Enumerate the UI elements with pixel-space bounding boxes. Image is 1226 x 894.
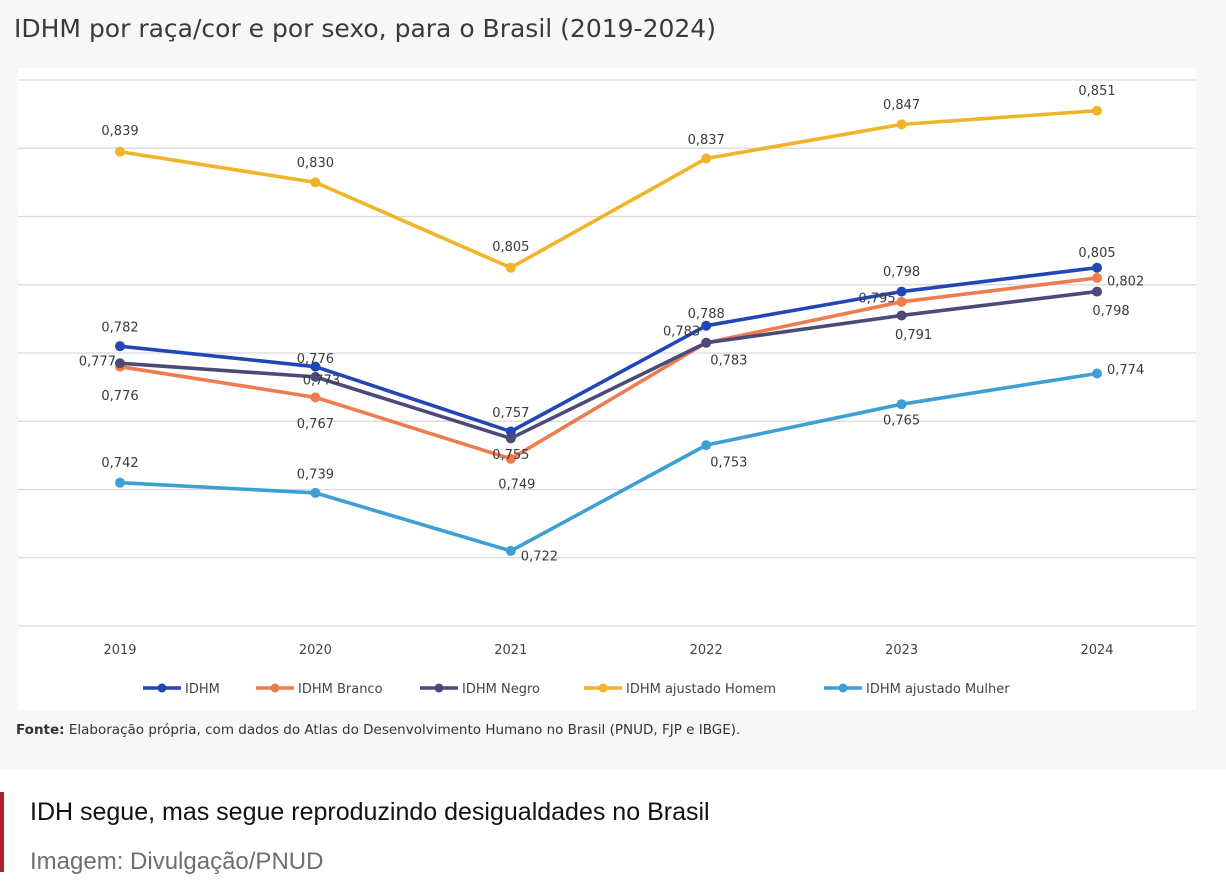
- data-label: 0,802: [1107, 274, 1144, 289]
- legend-swatch-marker: [598, 683, 608, 693]
- x-tick-label: 2021: [494, 643, 527, 658]
- data-label: 0,839: [101, 124, 138, 139]
- x-tick-label: 2019: [103, 643, 136, 658]
- data-label: 0,798: [883, 265, 920, 280]
- source-note: Fonte: Elaboração própria, com dados do …: [16, 722, 740, 738]
- data-point: [896, 399, 907, 410]
- data-point: [115, 341, 125, 352]
- data-label: 0,739: [297, 467, 334, 482]
- series-line: [118, 289, 1099, 441]
- data-label: 0,753: [710, 456, 747, 471]
- data-label: 0,767: [297, 417, 334, 432]
- data-label: 0,742: [101, 456, 138, 471]
- data-label: 0,805: [492, 240, 529, 255]
- data-point: [1092, 368, 1102, 379]
- chart-panel: IDHM por raça/cor e por sexo, para o Bra…: [14, 14, 1196, 738]
- data-point: [115, 358, 125, 369]
- data-label: 0,722: [521, 549, 558, 564]
- data-point: [896, 286, 907, 297]
- legend-swatch-marker: [270, 683, 280, 693]
- chart-title: IDHM por raça/cor e por sexo, para o Bra…: [14, 14, 716, 43]
- data-point: [896, 119, 907, 130]
- data-point: [896, 296, 907, 307]
- x-tick-label: 2020: [299, 643, 332, 658]
- data-label: 0,795: [858, 291, 895, 306]
- series-line: [118, 371, 1099, 553]
- data-point: [1092, 286, 1102, 297]
- data-label: 0,765: [883, 414, 920, 429]
- data-point: [310, 177, 321, 188]
- data-label: 0,837: [688, 133, 725, 148]
- data-label: 0,777: [79, 355, 116, 370]
- data-point: [1092, 262, 1102, 273]
- data-point: [505, 433, 516, 444]
- data-point: [505, 453, 516, 464]
- data-label: 0,782: [101, 321, 138, 336]
- x-tick-label: 2022: [690, 643, 723, 658]
- data-label: 0,788: [688, 307, 725, 322]
- legend-label: IDHM Negro: [462, 682, 540, 697]
- data-label: 0,755: [492, 448, 529, 463]
- image-caption: IDH segue, mas segue reproduzindo desigu…: [30, 798, 710, 826]
- legend-label: IDHM: [185, 682, 220, 697]
- data-label: 0,805: [1078, 246, 1115, 261]
- data-label: 0,776: [101, 389, 138, 404]
- data-point: [701, 153, 712, 164]
- data-label: 0,851: [1078, 84, 1115, 99]
- plot-area: 2019 2020 2021 2022 2023 2024 0,782 0,776 0,757 0…: [18, 68, 1196, 710]
- data-label: 0,791: [895, 328, 932, 343]
- data-point: [701, 440, 712, 451]
- legend-swatch-marker: [434, 683, 444, 693]
- x-tick-label: 2023: [885, 643, 918, 658]
- source-label: Fonte:: [16, 722, 65, 738]
- data-point: [505, 262, 516, 273]
- data-point: [310, 487, 321, 498]
- legend-swatch-marker: [838, 683, 848, 693]
- legend-label: IDHM Branco: [298, 682, 383, 697]
- data-point: [1092, 272, 1102, 283]
- series-line: [118, 276, 1099, 461]
- caption-accent-bar: [0, 792, 4, 872]
- legend-label: IDHM ajustado Homem: [626, 682, 776, 697]
- data-point: [896, 310, 907, 321]
- data-label: 0,783: [710, 353, 747, 368]
- data-point: [115, 146, 125, 157]
- data-label: 0,773: [303, 373, 340, 388]
- series-line: [118, 108, 1099, 270]
- data-point: [701, 337, 712, 348]
- data-point: [310, 361, 321, 372]
- data-label: 0,776: [297, 352, 334, 367]
- data-point: [701, 320, 712, 331]
- source-text: Elaboração própria, com dados do Atlas d…: [68, 722, 741, 738]
- data-point: [1092, 105, 1102, 116]
- data-point: [310, 371, 321, 382]
- legend-label: IDHM ajustado Mulher: [866, 682, 1010, 697]
- line-chart: 2019 2020 2021 2022 2023 2024 0,782 0,776 0,757 0…: [18, 79, 1196, 697]
- data-point: [310, 392, 321, 403]
- legend-swatch-marker: [157, 683, 167, 693]
- data-label: 0,757: [492, 406, 529, 421]
- data-label: 0,798: [1092, 304, 1129, 319]
- image-credit: Imagem: Divulgação/PNUD: [30, 848, 324, 875]
- data-label: 0,847: [883, 98, 920, 113]
- data-point: [115, 477, 125, 488]
- data-point: [505, 545, 516, 556]
- data-label: 0,774: [1107, 363, 1144, 378]
- data-label: 0,830: [297, 156, 334, 171]
- data-label: 0,749: [498, 477, 535, 492]
- data-label: 0,783: [663, 324, 700, 339]
- series-line: [118, 265, 1099, 434]
- x-tick-label: 2024: [1080, 643, 1113, 658]
